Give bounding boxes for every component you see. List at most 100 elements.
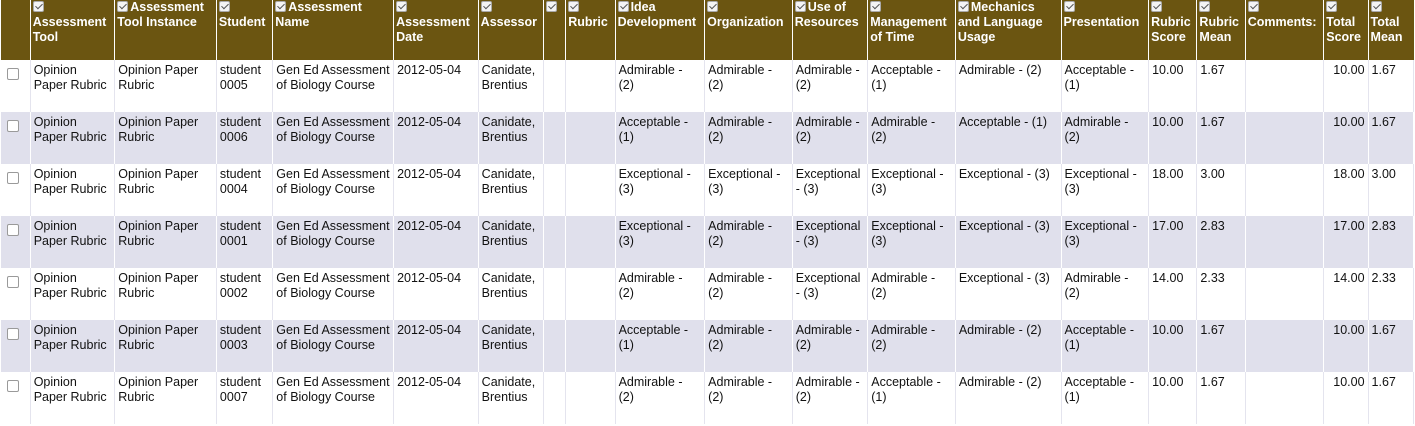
cell-presentation: Exceptional - (3) [1061,164,1150,216]
column-label: Assessment Date [396,15,470,44]
header-total-score[interactable]: Total Score [1323,0,1369,60]
cell-mechanics: Admirable - (2) [955,372,1062,424]
cell-comments [1245,60,1325,112]
column-toggle-checkbox[interactable] [1063,1,1075,12]
cell-tmean: 1.67 [1368,60,1415,112]
cell-resources: Admirable - (2) [792,320,869,372]
header-presentation[interactable]: Presentation [1061,0,1150,60]
table-row: Opinion Paper Rubric Opinion Paper Rubric… [1,268,1415,320]
cell-date: 2012-05-04 [393,112,479,164]
header-comments[interactable]: Comments: [1245,0,1325,60]
row-select-checkbox[interactable] [7,120,19,132]
row-select-checkbox[interactable] [7,276,19,288]
cell-instance: Opinion Paper Rubric [114,372,217,424]
header-management-of-time[interactable]: Management of Time [867,0,956,60]
cell-rscore: 10.00 [1148,112,1198,164]
cell-resources: Admirable - (2) [792,372,869,424]
header-select [1,0,31,60]
column-toggle-checkbox[interactable] [275,1,287,12]
cell-idea: Admirable - (2) [615,268,706,320]
cell-rscore: 14.00 [1148,268,1198,320]
cell-organization: Admirable - (2) [704,268,793,320]
cell-date: 2012-05-04 [393,372,479,424]
header-assessment-tool-instance[interactable]: Assessment Tool Instance [114,0,217,60]
cell-organization: Admirable - (2) [704,112,793,164]
cell-instance: Opinion Paper Rubric [114,164,217,216]
table-row: Opinion Paper Rubric Opinion Paper Rubric… [1,164,1415,216]
cell-comments [1245,216,1325,268]
cell-mechanics: Exceptional - (3) [955,216,1062,268]
row-select-checkbox[interactable] [7,328,19,340]
cell-tmean: 1.67 [1368,372,1415,424]
cell-idea: Admirable - (2) [615,60,706,112]
cell-comments [1245,320,1325,372]
row-select-checkbox[interactable] [7,172,19,184]
column-toggle-checkbox[interactable] [480,1,492,12]
cell-rubric [565,216,616,268]
cell-tscore: 10.00 [1323,372,1369,424]
header-mechanics-and-language-usage[interactable]: Mechanics and Language Usage [955,0,1062,60]
cell-presentation: Admirable - (2) [1061,112,1150,164]
cell-instance: Opinion Paper Rubric [114,60,217,112]
column-toggle-checkbox[interactable] [1151,1,1163,12]
header-rubric-score[interactable]: Rubric Score [1148,0,1198,60]
cell-presentation: Acceptable - (1) [1061,320,1150,372]
row-select-checkbox[interactable] [7,380,19,392]
cell-date: 2012-05-04 [393,164,479,216]
cell-idea: Exceptional - (3) [615,164,706,216]
cell-assessor: Canidate, Brentius [478,216,545,268]
cell-organization: Admirable - (2) [704,372,793,424]
cell-resources: Admirable - (2) [792,60,869,112]
header-total-mean[interactable]: Total Mean [1368,0,1414,60]
cell-rscore: 10.00 [1148,60,1198,112]
cell-organization: Admirable - (2) [704,60,793,112]
cell-name: Gen Ed Assessment of Biology Course [272,60,395,112]
column-toggle-checkbox[interactable] [568,1,580,12]
row-select-cell [1,268,31,320]
column-toggle-checkbox[interactable] [1247,1,1259,12]
column-toggle-checkbox[interactable] [870,1,882,12]
cell-rubric [565,112,616,164]
cell-mechanics: Admirable - (2) [955,320,1062,372]
header-idea-development[interactable]: Idea Development [615,0,706,60]
column-toggle-checkbox[interactable] [1370,1,1382,12]
row-select-checkbox[interactable] [7,224,19,236]
header-student[interactable]: Student [216,0,274,60]
row-select-checkbox[interactable] [7,68,19,80]
cell-blank [543,320,567,372]
header-use-of-resources[interactable]: Use of Resources [792,0,869,60]
header-assessment-date[interactable]: Assessment Date [393,0,479,60]
header-organization[interactable]: Organization [704,0,793,60]
cell-instance: Opinion Paper Rubric [114,320,217,372]
column-toggle-checkbox[interactable] [546,1,558,12]
header-rubric-mean[interactable]: Rubric Mean [1196,0,1246,60]
column-toggle-checkbox[interactable] [1199,1,1211,12]
column-toggle-checkbox[interactable] [1326,1,1338,12]
header-assessment-tool[interactable]: Assessment Tool [30,0,116,60]
cell-tmean: 2.83 [1368,216,1415,268]
column-toggle-checkbox[interactable] [617,1,629,12]
column-toggle-checkbox[interactable] [396,1,408,12]
cell-date: 2012-05-04 [393,320,479,372]
column-toggle-checkbox[interactable] [32,1,44,12]
column-toggle-checkbox[interactable] [794,1,806,12]
cell-rscore: 18.00 [1148,164,1198,216]
column-label: Mechanics and Language Usage [957,0,1043,44]
header-rubric[interactable]: Rubric [565,0,616,60]
column-toggle-checkbox[interactable] [957,1,969,12]
row-select-cell [1,216,31,268]
column-toggle-checkbox[interactable] [218,1,230,12]
cell-assessor: Canidate, Brentius [478,112,545,164]
cell-blank [543,216,567,268]
header-blank[interactable] [543,0,567,60]
header-assessor[interactable]: Assessor [478,0,545,60]
header-assessment-name[interactable]: Assessment Name [272,0,395,60]
cell-comments [1245,372,1325,424]
cell-blank [543,372,567,424]
header-row: Assessment Tool Assessment Tool Instance… [1,0,1414,60]
column-toggle-checkbox[interactable] [117,1,129,12]
cell-comments [1245,268,1325,320]
column-toggle-checkbox[interactable] [707,1,719,12]
row-select-cell [1,60,31,112]
